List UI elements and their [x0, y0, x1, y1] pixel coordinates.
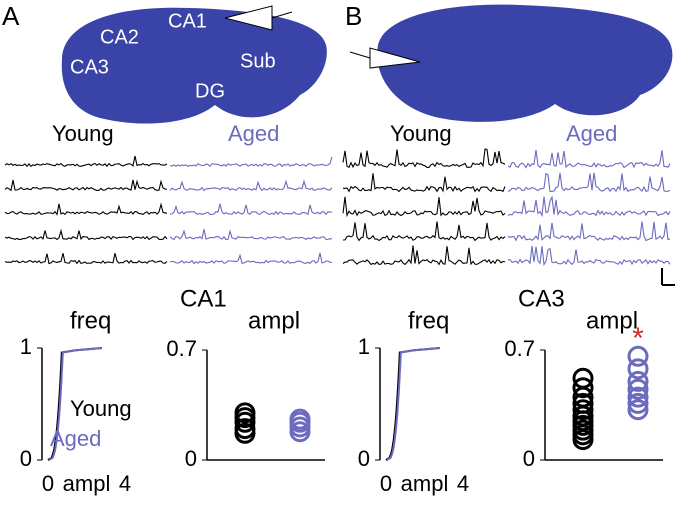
data-point — [234, 411, 256, 433]
cumulative-curve — [386, 347, 441, 461]
region-label: CA2 — [100, 26, 139, 48]
data-point — [627, 378, 649, 400]
x-axis-label: ampl — [63, 471, 111, 496]
trace — [169, 179, 333, 192]
data-point — [572, 399, 594, 421]
panel-letter: A — [2, 1, 20, 31]
trace — [4, 202, 168, 216]
y-tick-label: 1 — [20, 334, 32, 359]
trace — [342, 148, 506, 169]
data-point — [627, 386, 649, 408]
trace — [507, 245, 671, 267]
region-label: CA1 — [168, 10, 207, 32]
significance: * — [632, 322, 644, 355]
region-title: CA3 — [518, 285, 565, 312]
plot-title: freq — [408, 307, 449, 334]
region-label: CA3 — [70, 56, 109, 78]
data-point — [572, 377, 594, 399]
data-point — [289, 421, 311, 443]
y-tick-label: 0 — [20, 446, 32, 471]
trace — [507, 172, 671, 193]
y-tick-label: 0.7 — [166, 336, 197, 361]
legend-entry: Young — [70, 396, 132, 421]
region-label: DG — [195, 80, 225, 102]
trace — [342, 173, 506, 193]
y-tick-label: 0.7 — [504, 336, 535, 361]
trace — [4, 179, 168, 192]
data-point — [627, 392, 649, 414]
group-label: Aged — [228, 121, 279, 146]
x-tick-label: 0 — [380, 471, 392, 496]
brain-section — [377, 4, 673, 122]
plot-title: ampl — [586, 307, 638, 334]
trace — [4, 155, 168, 168]
panel-letter: B — [345, 1, 362, 31]
brain-section — [61, 7, 327, 124]
data-point — [627, 399, 649, 421]
trace — [169, 252, 333, 265]
trace — [169, 156, 333, 168]
trace — [4, 253, 168, 265]
trace — [507, 195, 671, 218]
y-tick-label: 0 — [358, 446, 370, 471]
trace — [342, 221, 506, 242]
trace — [507, 149, 671, 169]
data-point — [627, 370, 649, 392]
data-point — [572, 429, 594, 451]
plot-title: freq — [70, 307, 111, 334]
trace — [169, 229, 333, 241]
data-point — [627, 358, 649, 380]
x-tick-label: 0 — [42, 471, 54, 496]
y-tick-label: 1 — [358, 334, 370, 359]
data-point — [627, 345, 649, 367]
trace — [342, 196, 506, 218]
y-tick-label: 0 — [523, 446, 535, 471]
group-label: Young — [52, 121, 114, 146]
pipette — [349, 51, 371, 59]
pipette — [271, 11, 293, 19]
region-title: CA1 — [180, 285, 227, 312]
trace — [169, 203, 333, 216]
x-tick-label: 4 — [119, 471, 131, 496]
region-label: Sub — [240, 50, 276, 72]
legend-entry: Aged — [50, 426, 101, 451]
x-axis-label: ampl — [401, 471, 449, 496]
trace — [342, 245, 506, 266]
group-label: Young — [390, 121, 452, 146]
group-label: Aged — [566, 121, 617, 146]
y-tick-label: 0 — [185, 446, 197, 471]
x-tick-label: 4 — [457, 471, 469, 496]
trace — [4, 228, 168, 241]
cumulative-curve — [48, 347, 103, 461]
data-point — [234, 422, 256, 444]
trace — [507, 221, 671, 242]
plot-title: ampl — [248, 307, 300, 334]
